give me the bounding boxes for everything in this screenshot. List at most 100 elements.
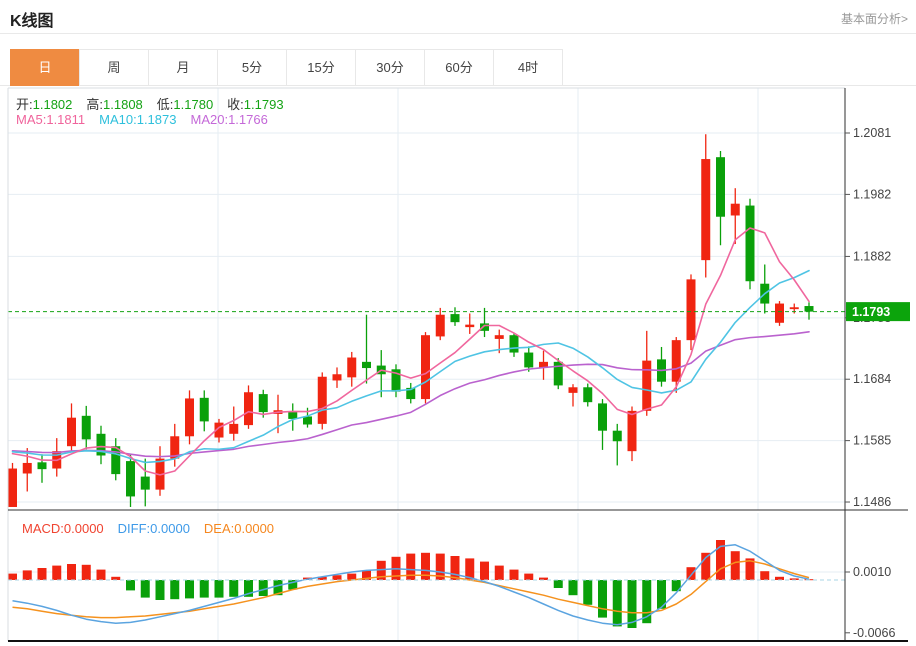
fundamental-analysis-link[interactable]: 基本面分析> [840, 12, 908, 26]
tab-period-0[interactable]: 日 [10, 49, 80, 86]
macd-bar [199, 580, 209, 598]
candle-body [362, 361, 371, 369]
candle-body [317, 376, 327, 424]
tab-period-5[interactable]: 30分 [355, 49, 425, 86]
macd-bar [288, 580, 298, 590]
candle-body [524, 352, 534, 368]
diff-line [12, 544, 810, 626]
candle-body [465, 324, 475, 328]
macd-bar [347, 573, 357, 580]
readout-value: 1.1808 [103, 97, 143, 112]
macd-histogram [8, 540, 814, 628]
candle-body [789, 307, 799, 310]
candle-body [126, 461, 135, 497]
candle-body [96, 433, 106, 456]
macd-bar [494, 565, 504, 580]
macd-tick-label: -0.0066 [853, 626, 895, 640]
macd-bar [760, 571, 770, 580]
macd-bar [362, 570, 371, 580]
macd-bar [244, 580, 253, 597]
macd-bar [686, 567, 696, 580]
macd-bar [214, 580, 224, 598]
macd-bar [612, 580, 622, 627]
candle-body [480, 323, 489, 331]
readout-value: 1.1780 [173, 97, 214, 112]
candle-body [170, 436, 180, 459]
readout-value: 0.0000 [63, 521, 104, 536]
candles [8, 134, 814, 507]
macd-bar [524, 573, 534, 580]
readout-label: 低: [156, 97, 174, 112]
readout-value: 1.1802 [32, 97, 73, 112]
ma-readout: MA5:1.1811 MA10:1.1873 MA20:1.1766 [16, 112, 282, 127]
readout-label: MACD: [22, 521, 64, 536]
page-title: K线图 [10, 13, 54, 30]
readout-label: 收: [227, 97, 244, 112]
macd-bar [583, 580, 593, 605]
candle-body [81, 415, 91, 440]
tab-period-2[interactable]: 月 [148, 49, 218, 86]
readout-value: 0.0000 [234, 521, 275, 536]
candle-body [435, 314, 445, 337]
macd-bar [140, 580, 150, 598]
candle-body [612, 430, 622, 442]
macd-bar [22, 570, 32, 580]
macd-bar [730, 551, 740, 580]
readout-value: 1.1793 [243, 97, 284, 112]
macd-bar [376, 560, 386, 580]
price-badge-bg [846, 302, 910, 322]
candle-body [642, 360, 652, 411]
macd-diff-dea-lines [12, 544, 810, 626]
readout-value: 1.1811 [46, 112, 86, 127]
candle-body [627, 410, 637, 452]
axes: 1.20811.19821.18821.17831.16841.15851.14… [7, 87, 908, 642]
macd-tick-label: 0.0010 [853, 565, 891, 579]
candle-body [8, 468, 17, 507]
macd-bar [8, 573, 17, 580]
tab-period-7[interactable]: 4时 [493, 49, 563, 86]
candle-body [391, 369, 401, 392]
candle-body [539, 361, 548, 368]
ma5-line [11, 227, 810, 476]
period-tabs: 日周月 5分 15分 30分 60分 4时 [10, 49, 563, 86]
candle-body [598, 403, 607, 431]
candle-body [111, 446, 121, 475]
candle-body [37, 462, 47, 470]
candle-body [199, 397, 209, 422]
ma20-line [11, 330, 810, 458]
macd-bar [568, 580, 578, 596]
macd-bar [465, 558, 475, 580]
price-tick-label: 1.1486 [853, 495, 891, 509]
candle-body [568, 387, 578, 393]
macd-bar [317, 576, 327, 580]
price-tick-label: 1.1982 [853, 187, 891, 201]
macd-bar [81, 564, 91, 580]
macd-bar [185, 580, 194, 599]
macd-bar [332, 575, 342, 580]
candle-body [214, 422, 224, 438]
macd-bar [509, 569, 519, 580]
macd-bar [598, 580, 607, 618]
readout-label: 开: [16, 97, 33, 112]
tab-period-3[interactable]: 5分 [217, 49, 287, 86]
macd-bar [155, 580, 165, 600]
macd-bar [421, 552, 430, 580]
macd-bar [701, 552, 711, 580]
tab-period-6[interactable]: 60分 [424, 49, 494, 86]
readout-value: 1.1766 [228, 112, 268, 127]
tab-period-4[interactable]: 15分 [286, 49, 356, 86]
readout-label: MA10: [99, 112, 137, 127]
macd-bar [480, 561, 489, 580]
candle-body [421, 335, 430, 400]
macd-bar [671, 580, 681, 592]
candle-body [775, 303, 784, 323]
candle-body [804, 306, 814, 312]
candle-body [258, 394, 268, 413]
candle-body [67, 417, 76, 447]
candle-body [406, 387, 416, 400]
readout-label: MA20: [190, 112, 229, 127]
macd-bar [273, 580, 283, 596]
candle-body [730, 203, 740, 216]
readout-value: 0.0000 [150, 521, 190, 536]
candle-body [494, 335, 504, 339]
